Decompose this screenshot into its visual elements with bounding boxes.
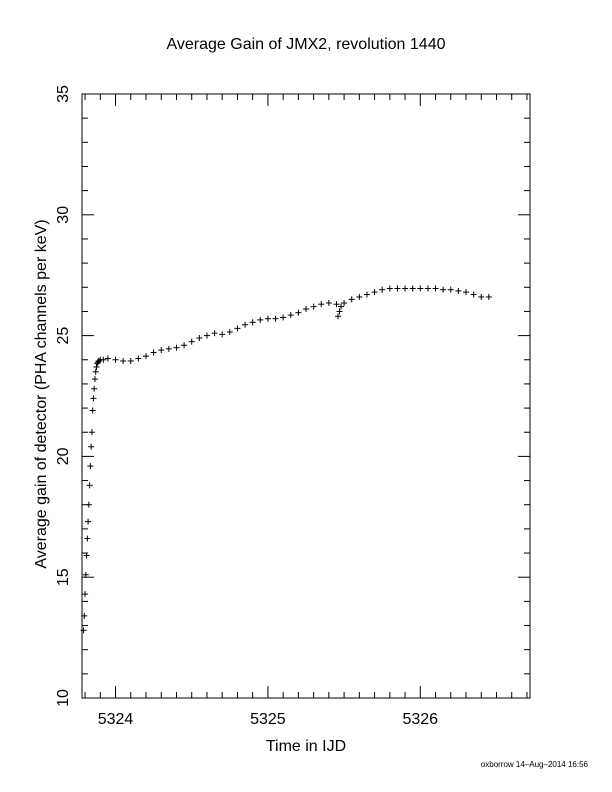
data-point xyxy=(86,482,93,489)
data-point xyxy=(470,291,477,298)
data-point xyxy=(188,338,195,345)
data-point xyxy=(295,309,302,316)
data-point xyxy=(85,501,92,508)
data-point xyxy=(335,313,341,320)
data-point xyxy=(478,293,485,300)
data-point xyxy=(447,286,454,293)
data-point xyxy=(173,344,180,351)
data-point xyxy=(104,355,111,362)
data-point xyxy=(363,291,370,298)
data-point xyxy=(424,285,431,292)
data-point xyxy=(93,364,100,371)
plot-frame xyxy=(81,93,531,699)
data-point xyxy=(356,293,363,300)
data-point xyxy=(341,299,348,306)
data-point xyxy=(127,357,134,364)
data-point xyxy=(409,285,416,292)
data-point xyxy=(158,347,165,354)
y-axis-label: Average gain of detector (PHA channels p… xyxy=(33,219,50,569)
data-point xyxy=(135,355,142,362)
data-point xyxy=(280,314,287,321)
data-point xyxy=(88,443,95,450)
data-point xyxy=(219,331,226,338)
data-point xyxy=(83,552,90,559)
y-tick-label: 25 xyxy=(55,327,72,345)
data-point xyxy=(333,301,340,308)
x-tick-label: 5324 xyxy=(98,711,134,728)
data-point xyxy=(203,332,210,339)
data-point xyxy=(348,296,355,303)
x-tick-label: 5326 xyxy=(402,711,438,728)
data-point xyxy=(402,285,409,292)
data-point xyxy=(211,330,218,337)
data-point xyxy=(386,285,393,292)
data-point xyxy=(82,571,89,578)
x-axis-label: Time in IJD xyxy=(265,738,347,755)
data-point xyxy=(318,301,325,308)
data-point xyxy=(432,285,439,292)
data-point xyxy=(181,342,188,349)
data-point xyxy=(84,535,91,542)
data-point xyxy=(440,286,447,293)
data-point xyxy=(264,315,271,322)
data-point xyxy=(379,286,386,293)
data-point xyxy=(463,289,469,296)
y-tick-label: 10 xyxy=(55,689,72,707)
y-tick-label: 15 xyxy=(55,568,72,586)
data-points xyxy=(80,285,492,634)
data-point xyxy=(242,321,249,328)
data-point xyxy=(91,385,98,392)
data-point xyxy=(120,357,127,364)
data-point xyxy=(81,612,88,619)
data-point xyxy=(417,285,424,292)
chart-title: Average Gain of JMX2, revolution 1440 xyxy=(166,36,446,53)
data-point xyxy=(234,325,241,332)
footer-credit: oxborrow 14–Aug–2014 16:56 xyxy=(480,760,588,769)
data-point xyxy=(91,376,98,383)
data-point xyxy=(325,299,332,306)
axis-ticks xyxy=(82,93,530,699)
data-point xyxy=(249,319,256,326)
data-point xyxy=(112,356,119,363)
data-point xyxy=(92,368,99,375)
data-point xyxy=(150,349,157,356)
data-point xyxy=(485,293,492,300)
data-point xyxy=(272,315,279,322)
data-point xyxy=(88,429,95,436)
data-point xyxy=(310,303,317,310)
data-point xyxy=(338,303,345,310)
data-point xyxy=(336,308,343,315)
data-point xyxy=(80,627,87,634)
data-point xyxy=(100,356,107,363)
data-point xyxy=(394,285,401,292)
data-point xyxy=(82,591,89,598)
data-point xyxy=(455,287,462,294)
y-tick-label: 35 xyxy=(55,85,72,103)
data-point xyxy=(303,306,309,313)
data-point xyxy=(90,395,97,402)
data-point xyxy=(196,335,203,342)
data-point xyxy=(287,312,294,319)
data-point xyxy=(226,328,233,335)
y-tick-label: 20 xyxy=(55,447,72,465)
x-tick-label: 5325 xyxy=(250,711,286,728)
data-point xyxy=(257,316,264,323)
y-tick-label: 30 xyxy=(55,206,72,224)
data-point xyxy=(85,518,92,525)
data-point xyxy=(371,289,378,296)
axis-tick-labels: 5324 5325 5326 10 15 20 25 30 35 xyxy=(55,85,438,728)
data-point xyxy=(143,353,149,360)
data-point xyxy=(165,345,172,352)
data-point xyxy=(89,407,96,414)
data-point xyxy=(87,463,94,470)
